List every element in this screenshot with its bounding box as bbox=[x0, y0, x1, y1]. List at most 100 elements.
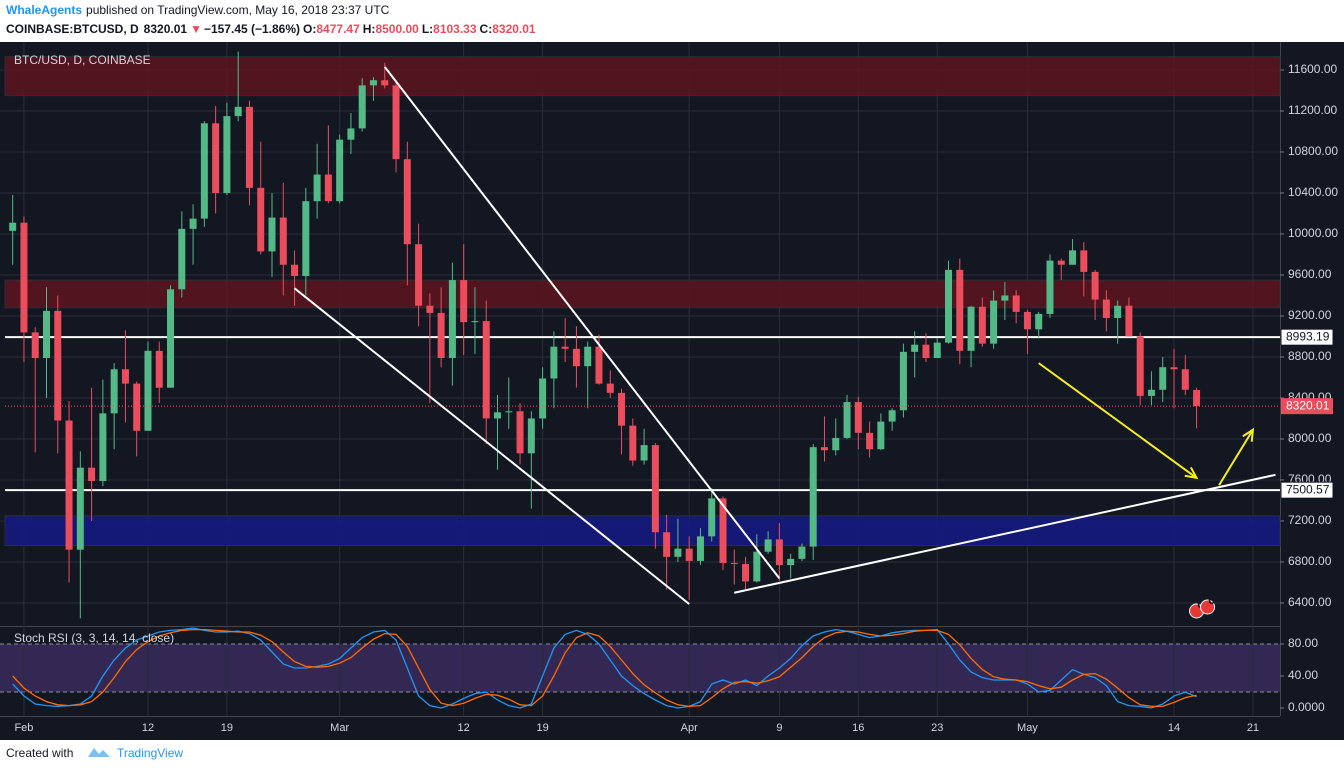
candle-body bbox=[945, 269, 953, 343]
candle-body bbox=[336, 139, 344, 202]
x-tick-label: 12 bbox=[458, 722, 470, 734]
candle-body bbox=[1001, 295, 1009, 301]
candle-body bbox=[911, 344, 919, 352]
y-tick-label: 11200.00 bbox=[1288, 103, 1337, 117]
candle-body bbox=[956, 269, 964, 351]
candle-body bbox=[381, 80, 389, 86]
arrow bbox=[1038, 362, 1199, 480]
y-tick-label: 6400.00 bbox=[1288, 595, 1332, 609]
y-tick-label: 10000.00 bbox=[1288, 226, 1338, 240]
candle-body bbox=[967, 306, 975, 351]
author[interactable]: WhaleAgents bbox=[6, 3, 82, 17]
trendline bbox=[383, 66, 781, 579]
candle-body bbox=[279, 217, 287, 265]
stoch-band bbox=[0, 644, 1280, 692]
candle-body bbox=[426, 305, 434, 313]
stoch-line bbox=[12, 627, 1197, 709]
footer-text: Created with bbox=[6, 746, 73, 760]
candle-body bbox=[245, 106, 253, 188]
x-tick-label: 16 bbox=[852, 722, 864, 734]
last-price-label: 8320.01 bbox=[1286, 398, 1330, 412]
trendline bbox=[734, 473, 1276, 594]
candle-body bbox=[110, 369, 118, 414]
y-tick-label: 11600.00 bbox=[1288, 62, 1337, 76]
candle-body bbox=[1193, 390, 1201, 407]
x-tick-label: Apr bbox=[681, 722, 698, 734]
candle-body bbox=[629, 425, 637, 461]
candle-body bbox=[1102, 299, 1110, 319]
candle-body bbox=[516, 411, 524, 454]
candle-body bbox=[1023, 311, 1031, 330]
x-tick-label: May bbox=[1017, 722, 1038, 734]
symbol: COINBASE:BTCUSD, D bbox=[6, 22, 139, 36]
candle-body bbox=[663, 532, 671, 557]
plot-layer: Feb 12 19 Mar 12 19 Apr 9 16 23 May 14 216400.006800… bbox=[0, 42, 1338, 734]
change-arrow: ▼ bbox=[190, 22, 202, 36]
candle-body bbox=[1069, 250, 1077, 265]
last-price: 8320.01 bbox=[144, 22, 188, 36]
candle-body bbox=[584, 346, 592, 367]
y-tick-label: 10400.00 bbox=[1288, 185, 1338, 199]
y-tick-label: 40.00 bbox=[1288, 668, 1318, 682]
x-tick-label: 19 bbox=[221, 722, 233, 734]
candle-body bbox=[369, 80, 377, 86]
candle-body bbox=[257, 187, 265, 252]
y-tick-label: 0.0000 bbox=[1288, 700, 1325, 714]
candle-body bbox=[539, 378, 547, 419]
candle-body bbox=[54, 310, 62, 421]
candle-body bbox=[550, 346, 558, 379]
candle-body bbox=[460, 280, 468, 323]
candle-body bbox=[223, 116, 231, 193]
candle-body bbox=[1091, 271, 1099, 300]
candle-body bbox=[866, 432, 874, 450]
candle-body bbox=[31, 332, 39, 358]
candle-body bbox=[9, 222, 17, 231]
candle-body bbox=[144, 350, 152, 431]
candle-body bbox=[189, 218, 197, 229]
y-tick-label: 9600.00 bbox=[1288, 267, 1332, 281]
candle-body bbox=[1012, 295, 1020, 312]
candle-body bbox=[178, 228, 186, 290]
candle-body bbox=[448, 280, 456, 358]
y-tick-label: 8000.00 bbox=[1288, 431, 1332, 445]
candle-body bbox=[843, 402, 851, 438]
candle-body bbox=[651, 445, 659, 533]
x-tick-label: 23 bbox=[931, 722, 943, 734]
candle-body bbox=[719, 498, 727, 563]
candle-body bbox=[313, 174, 321, 202]
price-label: 7500.57 bbox=[1286, 482, 1330, 496]
candle-body bbox=[482, 321, 490, 419]
ohlc-value: 8320.01 bbox=[492, 22, 536, 36]
candle-body bbox=[291, 264, 299, 276]
x-tick-label: 21 bbox=[1247, 722, 1259, 734]
candle-body bbox=[471, 321, 479, 323]
candle-body bbox=[809, 447, 817, 547]
candle-body bbox=[742, 564, 750, 582]
trendline bbox=[293, 287, 690, 605]
zone bbox=[4, 56, 1281, 97]
candle-body bbox=[640, 445, 648, 461]
header-line-2: COINBASE:BTCUSD, D 8320.01 ▼ −157.45 (−1.86… bbox=[6, 22, 536, 36]
candle-body bbox=[358, 85, 366, 129]
candle-body bbox=[1046, 260, 1054, 314]
candle-body bbox=[877, 421, 885, 450]
candle-body bbox=[1170, 367, 1178, 370]
last-price-box bbox=[1281, 398, 1333, 415]
candle-body bbox=[978, 306, 986, 344]
candle-body bbox=[99, 413, 107, 481]
candle-body bbox=[527, 418, 535, 454]
footer-brand[interactable]: TradingView bbox=[117, 746, 183, 760]
candle-body bbox=[990, 300, 998, 344]
price-label: 8993.19 bbox=[1286, 329, 1330, 343]
ohlc-label: L: bbox=[422, 22, 433, 36]
candle-body bbox=[347, 128, 355, 140]
candle-body bbox=[606, 383, 614, 393]
x-tick-label: 14 bbox=[1168, 722, 1180, 734]
candle-body bbox=[42, 310, 50, 358]
change: −157.45 (−1.86%) bbox=[204, 22, 300, 36]
price-label-box bbox=[1280, 481, 1334, 499]
candle-body bbox=[1080, 250, 1088, 272]
candle-body bbox=[854, 402, 862, 433]
candle-body bbox=[1181, 369, 1189, 390]
